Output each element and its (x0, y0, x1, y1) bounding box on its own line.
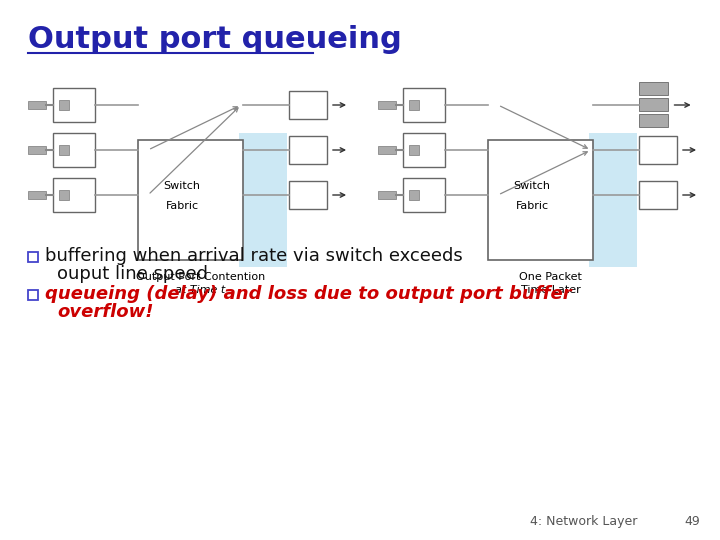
Bar (639, 181, 677, 209)
Text: at Time t: at Time t (176, 285, 225, 295)
Bar (403, 178, 445, 212)
Bar (403, 133, 445, 167)
Bar (289, 136, 327, 164)
Bar (28, 290, 38, 300)
Bar (59, 145, 69, 155)
Bar (409, 145, 419, 155)
Text: Switch: Switch (513, 180, 551, 191)
Text: Fabric: Fabric (166, 201, 199, 211)
Bar (409, 190, 419, 200)
Bar (28, 101, 46, 109)
Text: Fabric: Fabric (516, 201, 549, 211)
Bar (28, 191, 46, 199)
Bar (138, 140, 243, 260)
Bar (59, 100, 69, 110)
Bar (639, 82, 667, 95)
Text: overflow!: overflow! (57, 303, 153, 321)
Text: Time Later: Time Later (521, 285, 580, 295)
Bar (639, 136, 677, 164)
Text: 49: 49 (684, 515, 700, 528)
Bar (403, 88, 445, 122)
Text: Output port queueing: Output port queueing (28, 25, 402, 54)
Text: One Packet: One Packet (519, 272, 582, 282)
Bar (378, 101, 396, 109)
Bar (378, 146, 396, 154)
Text: queueing (delay) and loss due to output port buffer: queueing (delay) and loss due to output … (45, 285, 572, 303)
Bar (639, 98, 667, 111)
Bar (239, 133, 287, 267)
Bar (28, 252, 38, 262)
Bar (59, 190, 69, 200)
Bar (488, 140, 593, 260)
Bar (53, 178, 95, 212)
Bar (589, 133, 637, 267)
Text: ouput line speed: ouput line speed (57, 265, 208, 283)
Bar (639, 114, 667, 127)
Bar (53, 88, 95, 122)
Bar (28, 146, 46, 154)
Text: 4: Network Layer: 4: Network Layer (530, 515, 637, 528)
Text: Output Port Contention: Output Port Contention (136, 272, 265, 282)
Bar (409, 100, 419, 110)
Text: Switch: Switch (163, 180, 201, 191)
Bar (289, 91, 327, 119)
Bar (378, 191, 396, 199)
Bar (289, 181, 327, 209)
Bar (53, 133, 95, 167)
Text: buffering when arrival rate via switch exceeds: buffering when arrival rate via switch e… (45, 247, 463, 265)
